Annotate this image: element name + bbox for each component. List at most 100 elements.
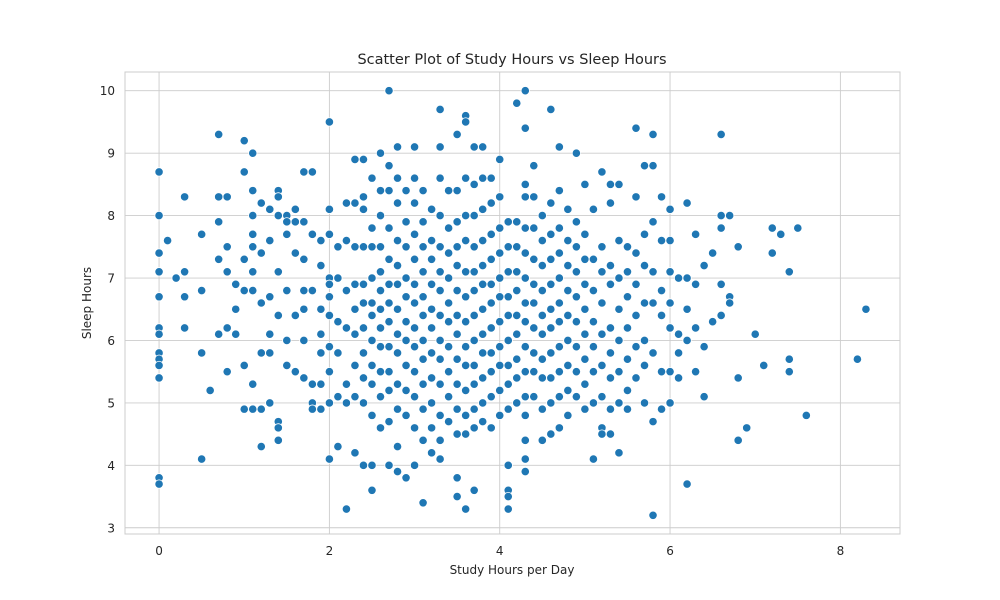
data-point xyxy=(665,204,675,214)
data-point xyxy=(273,435,283,445)
data-point xyxy=(444,298,454,308)
data-point xyxy=(801,410,811,420)
data-point xyxy=(461,173,471,183)
data-point xyxy=(571,392,581,402)
data-point xyxy=(409,254,420,264)
data-point xyxy=(529,223,539,233)
data-point xyxy=(426,254,437,264)
data-point xyxy=(656,367,667,377)
data-point xyxy=(486,254,496,264)
data-point xyxy=(665,323,675,333)
data-point xyxy=(384,342,394,352)
data-point xyxy=(307,285,317,296)
data-point xyxy=(648,510,658,520)
data-point xyxy=(580,179,590,189)
data-point xyxy=(154,292,164,302)
data-point xyxy=(631,373,641,383)
data-point xyxy=(648,417,658,427)
data-point xyxy=(197,285,207,296)
data-point xyxy=(435,454,445,464)
data-point xyxy=(614,448,624,458)
data-point xyxy=(614,273,624,283)
data-point xyxy=(409,323,420,333)
data-point xyxy=(563,204,573,214)
data-point xyxy=(537,435,547,445)
data-point xyxy=(307,404,317,414)
data-point xyxy=(733,373,743,383)
data-point xyxy=(580,404,590,414)
data-point xyxy=(537,404,547,414)
data-point xyxy=(324,279,334,289)
data-point xyxy=(299,304,309,314)
data-point xyxy=(154,329,164,339)
data-point xyxy=(384,223,394,233)
data-point xyxy=(588,317,599,327)
data-point xyxy=(503,491,513,502)
data-point xyxy=(512,398,522,408)
data-point xyxy=(333,317,343,327)
data-point xyxy=(444,248,454,258)
data-point xyxy=(316,329,326,339)
data-point xyxy=(392,173,403,183)
data-point xyxy=(367,379,377,389)
data-point xyxy=(648,129,658,140)
data-point xyxy=(324,229,334,239)
data-point xyxy=(537,285,547,296)
data-point xyxy=(503,404,513,414)
data-point xyxy=(767,223,777,233)
data-point xyxy=(512,98,522,108)
data-point xyxy=(324,117,334,127)
data-point xyxy=(392,198,403,208)
data-point xyxy=(614,398,624,408)
data-point xyxy=(409,367,420,377)
data-point xyxy=(299,335,309,346)
data-point xyxy=(461,292,471,302)
data-point xyxy=(673,348,684,358)
data-point xyxy=(503,504,513,514)
data-point xyxy=(784,367,794,377)
data-point xyxy=(563,335,573,346)
data-point xyxy=(716,279,726,289)
data-point xyxy=(418,310,428,321)
data-point xyxy=(614,179,624,189)
data-point xyxy=(563,310,573,321)
data-point xyxy=(469,360,479,371)
y-tick-label: 8 xyxy=(107,209,115,223)
data-point xyxy=(691,279,701,289)
data-point xyxy=(529,161,539,171)
data-point xyxy=(239,360,249,371)
data-point xyxy=(529,254,539,264)
data-point xyxy=(469,404,479,414)
data-point xyxy=(409,460,420,470)
data-point xyxy=(358,242,369,252)
data-point xyxy=(333,392,343,402)
data-point xyxy=(265,204,275,214)
data-point xyxy=(554,142,564,152)
data-point xyxy=(452,186,462,196)
data-point xyxy=(418,379,428,389)
data-point xyxy=(418,404,428,414)
data-point xyxy=(639,398,650,408)
data-point xyxy=(673,273,684,283)
data-point xyxy=(282,335,292,346)
data-point xyxy=(469,485,479,495)
data-point xyxy=(324,310,334,321)
data-point xyxy=(622,404,633,414)
data-point xyxy=(461,235,471,246)
data-point xyxy=(546,279,556,289)
data-point xyxy=(716,129,726,140)
data-point xyxy=(665,398,675,408)
data-point xyxy=(426,279,437,289)
data-point xyxy=(495,273,505,283)
data-point xyxy=(656,310,667,321)
data-point xyxy=(197,229,207,239)
data-point xyxy=(571,242,581,252)
data-point xyxy=(537,329,547,339)
data-point xyxy=(350,242,360,252)
data-point xyxy=(588,342,599,352)
data-point xyxy=(350,360,360,371)
data-point xyxy=(529,367,539,377)
data-point xyxy=(639,298,650,308)
data-point xyxy=(444,417,454,427)
data-point xyxy=(409,298,420,308)
